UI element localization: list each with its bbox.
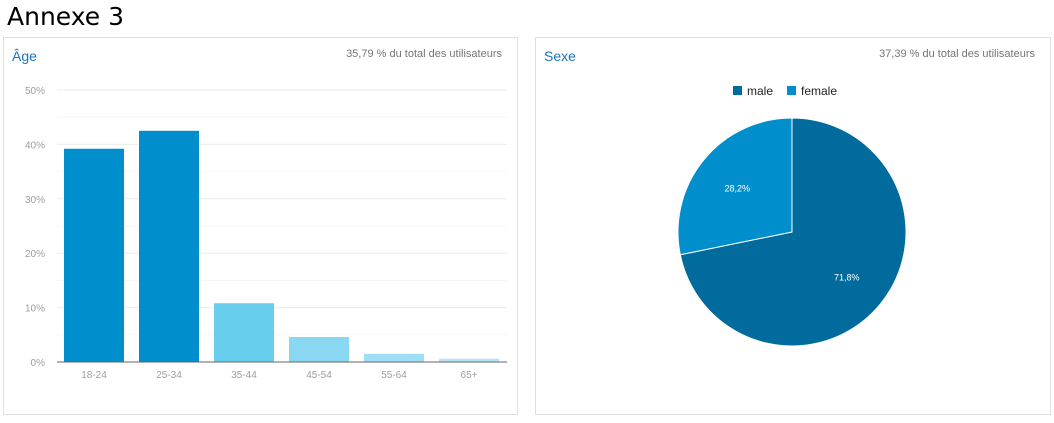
bar-45-54 bbox=[289, 336, 349, 362]
x-tick-label: 35-44 bbox=[231, 370, 257, 381]
gender-title: Sexe bbox=[544, 48, 576, 64]
pie-value-label: 28,2% bbox=[724, 183, 750, 193]
legend-label-male: male bbox=[747, 84, 773, 98]
y-tick-label: 10% bbox=[25, 304, 45, 315]
x-tick-label: 18-24 bbox=[81, 370, 107, 381]
legend-swatch-female bbox=[787, 86, 796, 95]
legend-swatch-male bbox=[733, 86, 742, 95]
legend-label-female: female bbox=[801, 84, 837, 98]
y-tick-label: 50% bbox=[25, 86, 45, 97]
pie-slice-male bbox=[679, 117, 907, 347]
x-tick-label: 65+ bbox=[461, 370, 478, 381]
y-tick-label: 20% bbox=[25, 249, 45, 260]
y-tick-label: 30% bbox=[25, 195, 45, 206]
bar-35-44 bbox=[214, 303, 274, 362]
x-tick-label: 45-54 bbox=[306, 370, 332, 381]
pie-value-label: 71,8% bbox=[834, 273, 860, 283]
bar-55-64 bbox=[364, 353, 424, 362]
y-tick-label: 0% bbox=[31, 358, 46, 369]
age-subtitle: 35,79 % du total des utilisateurs bbox=[346, 48, 502, 60]
age-title: Âge bbox=[12, 48, 37, 64]
x-tick-label: 55-64 bbox=[381, 370, 407, 381]
page-title: Annexe 3 bbox=[7, 2, 124, 31]
gender-subtitle: 37,39 % du total des utilisateurs bbox=[879, 48, 1035, 60]
bar-65+ bbox=[439, 358, 499, 362]
bar-25-34 bbox=[139, 130, 199, 362]
y-tick-label: 40% bbox=[25, 140, 45, 151]
pie-slice-female bbox=[677, 117, 793, 256]
x-tick-label: 25-34 bbox=[156, 370, 182, 381]
bar-18-24 bbox=[64, 148, 124, 362]
